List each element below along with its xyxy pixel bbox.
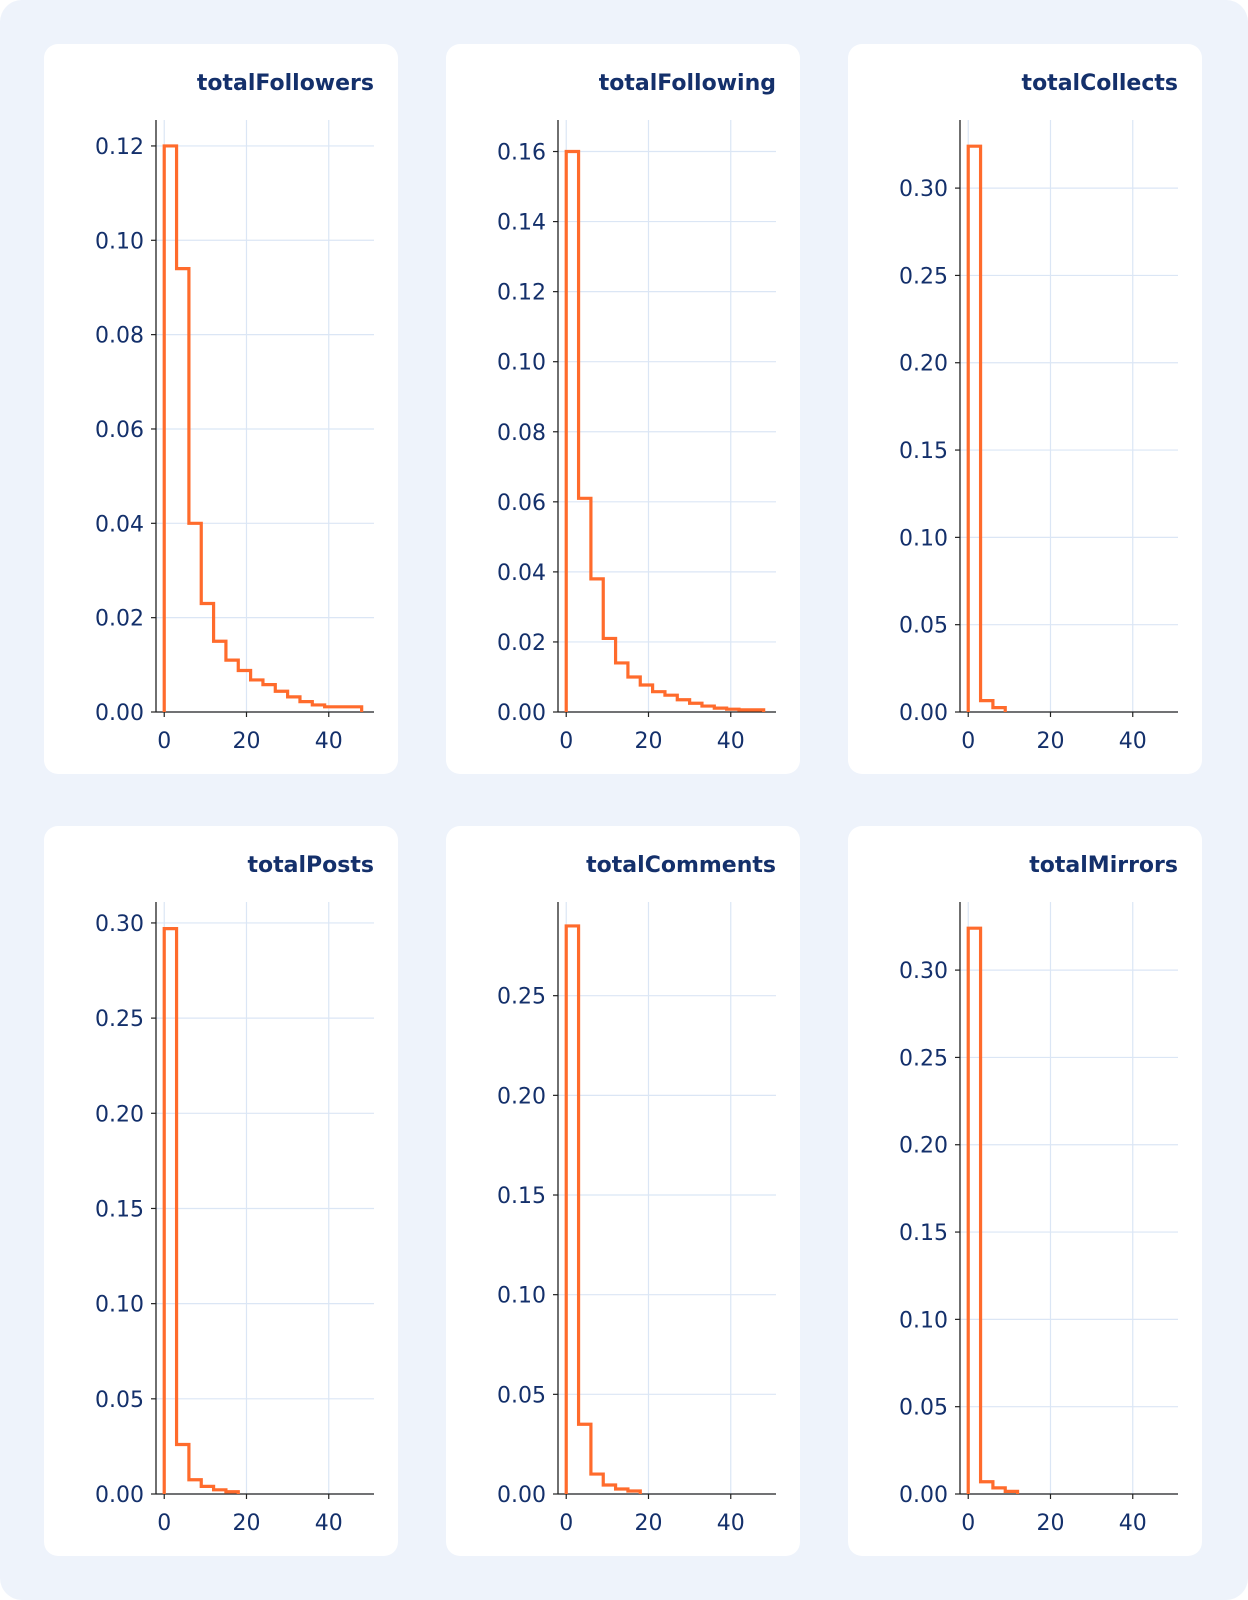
y-tick-label: 0.10 xyxy=(899,526,948,551)
histogram-total-comments: totalComments 0.00 0.05 0.10 0.15 0.20 0.25 0 20… xyxy=(497,853,776,1536)
y-tick-label: 0.00 xyxy=(899,701,948,726)
chart-title: totalFollowing xyxy=(599,71,776,96)
x-tick-label: 40 xyxy=(1119,1511,1147,1536)
y-tick-label: 0.02 xyxy=(497,631,546,656)
x-tick-label: 0 xyxy=(157,729,171,754)
chart-panel-total-comments: totalComments 0.00 0.05 0.10 0.15 0.20 0.25 0 20… xyxy=(446,826,800,1556)
y-tick-label: 0.06 xyxy=(497,491,546,516)
x-tick-label: 40 xyxy=(717,729,745,754)
y-tick-label: 0.25 xyxy=(95,1007,144,1032)
chart-title: totalComments xyxy=(586,853,776,878)
y-tick-label: 0.12 xyxy=(95,135,144,160)
x-tick-label: 40 xyxy=(315,729,343,754)
x-tick-label: 0 xyxy=(157,1511,171,1536)
histogram-total-posts: totalPosts 0.00 0.05 0.10 0.15 0.20 0.25 0.30 0 2… xyxy=(95,853,374,1536)
x-tick-label: 20 xyxy=(1036,1511,1064,1536)
y-tick-label: 0.14 xyxy=(497,211,546,236)
histogram-step-line xyxy=(966,144,1007,712)
y-tick-label: 0.16 xyxy=(497,141,546,166)
y-tick-label: 0.05 xyxy=(497,1383,546,1408)
x-tick-label: 20 xyxy=(634,1511,662,1536)
y-tick-label: 0.05 xyxy=(899,1396,948,1421)
y-tick-label: 0.00 xyxy=(95,701,144,726)
chart-panel-total-posts: totalPosts 0.00 0.05 0.10 0.15 0.20 0.25 0.30 0 2… xyxy=(44,826,398,1556)
x-tick-label: 40 xyxy=(315,1511,343,1536)
y-tick-label: 0.10 xyxy=(497,351,546,376)
y-tick-label: 0.15 xyxy=(497,1184,546,1209)
x-tick-label: 40 xyxy=(1119,729,1147,754)
y-tick-label: 0.25 xyxy=(899,264,948,289)
y-tick-label: 0.20 xyxy=(899,352,948,377)
y-tick-label: 0.20 xyxy=(497,1084,546,1109)
histogram-step-line xyxy=(564,924,642,1494)
y-tick-label: 0.00 xyxy=(95,1483,144,1508)
y-tick-label: 0.20 xyxy=(899,1134,948,1159)
y-tick-label: 0.15 xyxy=(899,1221,948,1246)
x-tick-label: 20 xyxy=(1036,729,1064,754)
chart-panel-total-mirrors: totalMirrors 0.00 0.05 0.10 0.15 0.20 0.25 0.30… xyxy=(848,826,1202,1556)
y-tick-label: 0.15 xyxy=(95,1197,144,1222)
y-tick-label: 0.00 xyxy=(497,1483,546,1508)
y-tick-label: 0.04 xyxy=(95,512,144,537)
y-tick-label: 0.08 xyxy=(95,324,144,349)
histogram-step-line xyxy=(162,144,364,712)
y-tick-label: 0.20 xyxy=(95,1102,144,1127)
x-tick-label: 40 xyxy=(717,1511,745,1536)
y-tick-label: 0.08 xyxy=(497,421,546,446)
y-tick-label: 0.30 xyxy=(899,177,948,202)
x-tick-label: 0 xyxy=(961,729,975,754)
chart-panel-total-followers: totalFollowers 0.00 0.02 0.04 0.06 0.08 0.10 0.… xyxy=(44,44,398,774)
y-tick-label: 0.30 xyxy=(899,959,948,984)
y-tick-label: 0.06 xyxy=(95,418,144,443)
x-tick-label: 0 xyxy=(961,1511,975,1536)
chart-title: totalFollowers xyxy=(197,71,374,96)
chart-title: totalPosts xyxy=(248,853,374,878)
histogram-step-line xyxy=(564,149,766,712)
y-tick-label: 0.10 xyxy=(899,1308,948,1333)
x-tick-label: 20 xyxy=(232,1511,260,1536)
x-tick-label: 0 xyxy=(559,729,573,754)
y-tick-label: 0.00 xyxy=(497,701,546,726)
chart-title: totalCollects xyxy=(1022,71,1178,96)
chart-panel-total-following: totalFollowing 0.00 0.02 0.04 0.06 0.08 0.10 0.… xyxy=(446,44,800,774)
y-tick-label: 0.10 xyxy=(95,229,144,254)
chart-panel-total-collects: totalCollects 0.00 0.05 0.10 0.15 0.20 0.25 0.3… xyxy=(848,44,1202,774)
x-tick-label: 20 xyxy=(634,729,662,754)
y-tick-label: 0.04 xyxy=(497,561,546,586)
histogram-total-following: totalFollowing 0.00 0.02 0.04 0.06 0.08 0.10 0.… xyxy=(497,71,776,754)
y-tick-label: 0.02 xyxy=(95,607,144,632)
y-tick-label: 0.05 xyxy=(899,614,948,639)
y-tick-label: 0.05 xyxy=(95,1388,144,1413)
y-tick-label: 0.00 xyxy=(899,1483,948,1508)
y-tick-label: 0.25 xyxy=(899,1046,948,1071)
x-tick-label: 0 xyxy=(559,1511,573,1536)
histogram-total-mirrors: totalMirrors 0.00 0.05 0.10 0.15 0.20 0.25 0.30… xyxy=(899,853,1178,1536)
y-tick-label: 0.30 xyxy=(95,912,144,937)
y-tick-label: 0.10 xyxy=(497,1284,546,1309)
histogram-step-line xyxy=(162,927,240,1494)
histogram-total-collects: totalCollects 0.00 0.05 0.10 0.15 0.20 0.25 0.3… xyxy=(899,71,1178,754)
y-tick-label: 0.12 xyxy=(497,281,546,306)
histogram-total-followers: totalFollowers 0.00 0.02 0.04 0.06 0.08 0.10 0.… xyxy=(95,71,374,754)
x-tick-label: 20 xyxy=(232,729,260,754)
y-tick-label: 0.25 xyxy=(497,985,546,1010)
y-tick-label: 0.10 xyxy=(95,1293,144,1318)
histogram-step-line xyxy=(966,926,1020,1494)
y-tick-label: 0.15 xyxy=(899,439,948,464)
chart-title: totalMirrors xyxy=(1029,853,1178,878)
